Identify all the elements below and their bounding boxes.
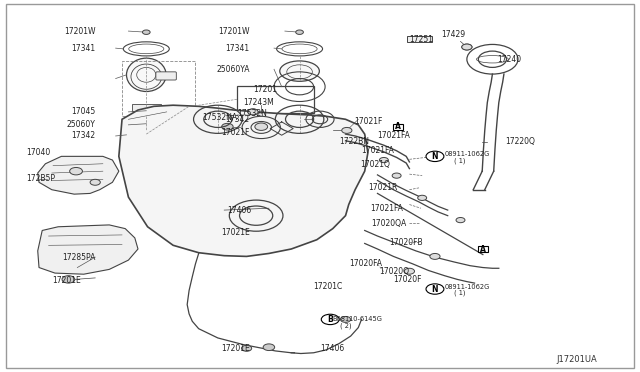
Text: 17021FA: 17021FA — [378, 131, 410, 141]
Text: 17406: 17406 — [320, 344, 344, 353]
Text: 17021FA: 17021FA — [370, 204, 403, 213]
Text: 17532NA: 17532NA — [202, 113, 237, 122]
Text: 17021E: 17021E — [221, 228, 250, 237]
Text: 17532N: 17532N — [237, 109, 267, 118]
Bar — [237, 86, 314, 113]
FancyBboxPatch shape — [156, 72, 176, 80]
Text: 17201E: 17201E — [52, 276, 81, 285]
Text: A: A — [480, 244, 486, 253]
Polygon shape — [38, 225, 138, 274]
Text: 172B5P: 172B5P — [26, 174, 55, 183]
Circle shape — [263, 344, 275, 350]
Circle shape — [62, 276, 75, 283]
Text: 17220Q: 17220Q — [505, 137, 535, 146]
Circle shape — [462, 44, 472, 50]
FancyBboxPatch shape — [477, 246, 488, 252]
Text: 17040: 17040 — [26, 148, 51, 157]
Circle shape — [296, 30, 303, 35]
Text: N: N — [432, 152, 438, 161]
Bar — [122, 61, 195, 116]
Text: 17201W: 17201W — [218, 26, 250, 36]
Circle shape — [143, 30, 150, 35]
Circle shape — [255, 123, 268, 131]
Text: 17285PA: 17285PA — [62, 253, 95, 262]
Text: 17045: 17045 — [71, 108, 95, 116]
Text: 17251: 17251 — [410, 35, 433, 44]
Circle shape — [426, 151, 444, 161]
Circle shape — [430, 253, 440, 259]
Text: ( 1): ( 1) — [454, 289, 466, 296]
Text: 17342: 17342 — [71, 131, 95, 141]
Circle shape — [221, 124, 233, 130]
Text: N: N — [432, 285, 438, 294]
Text: 17201C: 17201C — [314, 282, 343, 291]
Bar — [407, 36, 433, 42]
Text: 25060Y: 25060Y — [67, 121, 95, 129]
Text: 25060YA: 25060YA — [216, 65, 250, 74]
Text: 17341: 17341 — [71, 44, 95, 52]
Text: ( 2): ( 2) — [340, 323, 352, 329]
Text: 17243M: 17243M — [243, 98, 274, 107]
Text: 17341: 17341 — [226, 44, 250, 52]
Text: 17020QA: 17020QA — [371, 219, 406, 228]
Circle shape — [380, 157, 388, 163]
Polygon shape — [38, 156, 119, 194]
Text: 17020FB: 17020FB — [389, 238, 422, 247]
Text: 17342: 17342 — [226, 115, 250, 124]
Circle shape — [70, 167, 83, 175]
Text: 1722BN: 1722BN — [339, 137, 369, 146]
Text: B08110-6145G: B08110-6145G — [332, 317, 382, 323]
Circle shape — [90, 179, 100, 185]
Text: A: A — [395, 122, 401, 131]
Text: 17020FA: 17020FA — [349, 259, 381, 268]
Text: 17021F: 17021F — [221, 128, 250, 137]
Text: 08911-1062G: 08911-1062G — [445, 284, 490, 290]
Circle shape — [404, 268, 415, 274]
Bar — [132, 104, 161, 111]
Text: 17021R: 17021R — [368, 183, 397, 192]
Circle shape — [321, 314, 339, 325]
Text: 17429: 17429 — [442, 29, 465, 39]
Circle shape — [462, 44, 472, 50]
Circle shape — [241, 345, 252, 351]
Polygon shape — [119, 105, 368, 256]
Text: J17201UA: J17201UA — [556, 355, 597, 364]
Text: ( 1): ( 1) — [454, 158, 466, 164]
Text: 17021F: 17021F — [354, 117, 382, 126]
Text: 08911-1062G: 08911-1062G — [445, 151, 490, 157]
Ellipse shape — [127, 58, 166, 92]
Ellipse shape — [280, 61, 319, 81]
Text: B: B — [327, 315, 333, 324]
Circle shape — [456, 218, 465, 223]
Text: 17201E: 17201E — [221, 344, 250, 353]
Text: 17406: 17406 — [227, 206, 252, 215]
Circle shape — [418, 195, 427, 201]
Text: 17201W: 17201W — [64, 26, 95, 36]
Text: 17020Q: 17020Q — [379, 267, 409, 276]
Circle shape — [342, 128, 352, 134]
Text: 17240: 17240 — [497, 55, 522, 64]
Circle shape — [392, 173, 401, 178]
Circle shape — [340, 317, 351, 323]
Text: 17021Q: 17021Q — [360, 160, 390, 169]
Circle shape — [248, 109, 258, 115]
Circle shape — [248, 109, 258, 115]
FancyBboxPatch shape — [393, 124, 403, 130]
Circle shape — [426, 284, 444, 294]
Text: 17201: 17201 — [253, 85, 277, 94]
Text: 17021FA: 17021FA — [362, 146, 394, 155]
Text: 17020F: 17020F — [393, 275, 421, 284]
